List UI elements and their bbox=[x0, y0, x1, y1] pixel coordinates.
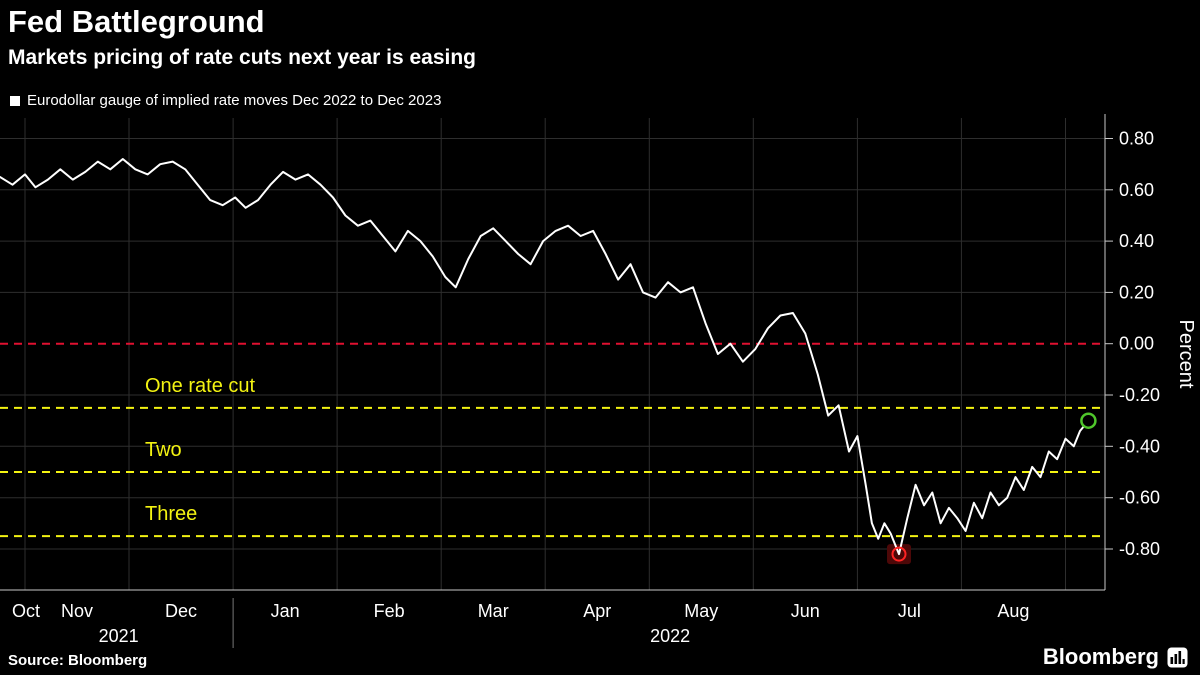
reference-line-label: Three bbox=[145, 503, 197, 525]
x-tick-label: Apr bbox=[583, 601, 611, 621]
x-tick-label: Dec bbox=[165, 601, 197, 621]
legend-swatch-icon bbox=[10, 95, 20, 106]
latest-point-marker bbox=[1080, 412, 1097, 429]
x-tick-label: Aug bbox=[997, 601, 1029, 621]
y-tick-label: -0.60 bbox=[1119, 488, 1160, 508]
y-tick-label: 0.40 bbox=[1119, 231, 1154, 251]
y-tick-label: -0.80 bbox=[1119, 539, 1160, 559]
reference-line-label: One rate cut bbox=[145, 375, 256, 397]
y-tick-label: 0.60 bbox=[1119, 180, 1154, 200]
bloomberg-terminal-icon bbox=[1167, 647, 1188, 667]
bloomberg-wordmark: Bloomberg bbox=[1042, 644, 1159, 669]
chart-subtitle: Markets pricing of rate cuts next year i… bbox=[8, 46, 477, 69]
y-tick-label: -0.40 bbox=[1119, 436, 1160, 456]
y-tick-label: -0.20 bbox=[1119, 385, 1160, 405]
series-line bbox=[0, 158, 1090, 556]
year-label: 2022 bbox=[650, 626, 690, 646]
year-label: 2021 bbox=[99, 626, 139, 646]
legend: Eurodollar gauge of implied rate moves D… bbox=[10, 92, 441, 109]
reference-line-label: Two bbox=[145, 439, 182, 461]
chart-title: Fed Battleground bbox=[8, 4, 265, 39]
y-axis-title: Percent bbox=[1175, 320, 1197, 389]
y-tick-label: 0.20 bbox=[1119, 282, 1154, 302]
y-tick-label: 0.00 bbox=[1119, 334, 1154, 354]
x-tick-label: Jun bbox=[791, 601, 820, 621]
x-tick-label: Oct bbox=[12, 601, 40, 621]
y-tick-label: 0.80 bbox=[1119, 129, 1154, 149]
source-credit: Source: Bloomberg bbox=[8, 652, 148, 669]
x-tick-label: Jul bbox=[898, 601, 921, 621]
x-tick-label: Mar bbox=[478, 601, 509, 621]
legend-label: Eurodollar gauge of implied rate moves D… bbox=[27, 92, 442, 109]
low-point-marker bbox=[891, 546, 907, 562]
bloomberg-logo: Bloomberg bbox=[1043, 644, 1188, 670]
x-tick-label: Nov bbox=[61, 601, 93, 621]
x-tick-label: May bbox=[684, 601, 718, 621]
x-tick-label: Jan bbox=[271, 601, 300, 621]
x-tick-label: Feb bbox=[374, 601, 405, 621]
